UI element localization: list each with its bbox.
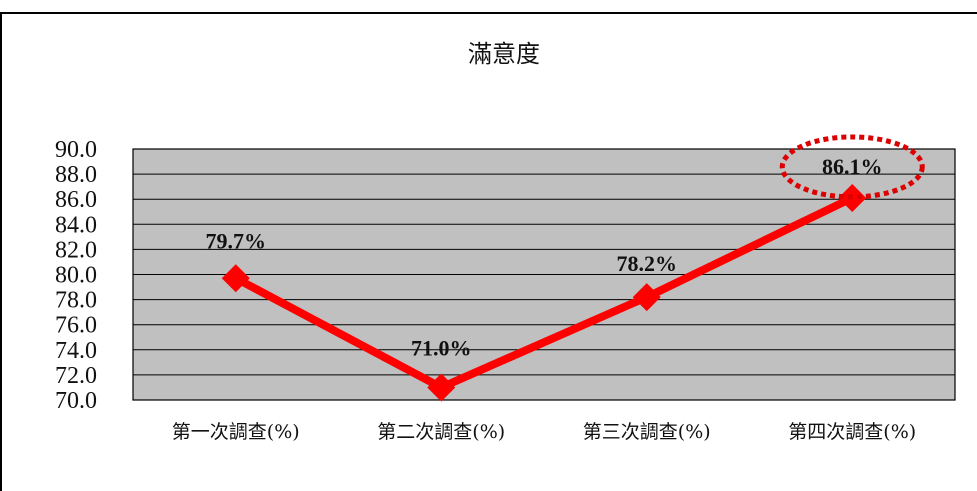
x-axis-categories: 第一次調查(%) 第二次調查(%) 第三次調查(%) 第四次調查(%)	[172, 421, 916, 443]
y-tick-label: 86.0	[55, 187, 97, 213]
chart-frame	[0, 12, 977, 491]
data-label: 86.1%	[822, 154, 883, 179]
x-category-label: 第二次調查(%)	[377, 421, 505, 443]
y-tick-label: 82.0	[55, 237, 97, 263]
x-category-label: 第一次調查(%)	[172, 421, 300, 443]
y-tick-label: 78.0	[55, 288, 97, 314]
y-tick-label: 72.0	[55, 363, 97, 389]
x-category-label: 第四次調查(%)	[788, 421, 916, 443]
y-axis-ticks: 90.088.086.084.082.080.078.076.074.072.0…	[55, 137, 97, 414]
data-label: 78.2%	[617, 251, 678, 276]
y-tick-label: 74.0	[55, 338, 97, 364]
chart-title: 滿意度	[468, 40, 540, 68]
y-tick-label: 76.0	[55, 313, 97, 339]
x-category-label: 第三次調查(%)	[583, 421, 711, 443]
series-line	[233, 194, 854, 392]
y-tick-label: 84.0	[55, 212, 97, 238]
data-point-marker	[221, 264, 250, 293]
data-point-marker	[632, 283, 661, 312]
y-tick-label: 90.0	[55, 137, 97, 163]
data-label: 79.7%	[206, 228, 267, 253]
data-label: 71.0%	[411, 335, 472, 360]
highlight-circle	[779, 134, 925, 200]
y-tick-label: 80.0	[55, 263, 97, 289]
data-labels: 79.7% 71.0% 78.2% 86.1%	[206, 134, 925, 360]
y-tick-label: 70.0	[55, 388, 97, 414]
data-point-marker	[427, 373, 456, 402]
y-tick-label: 88.0	[55, 162, 97, 188]
